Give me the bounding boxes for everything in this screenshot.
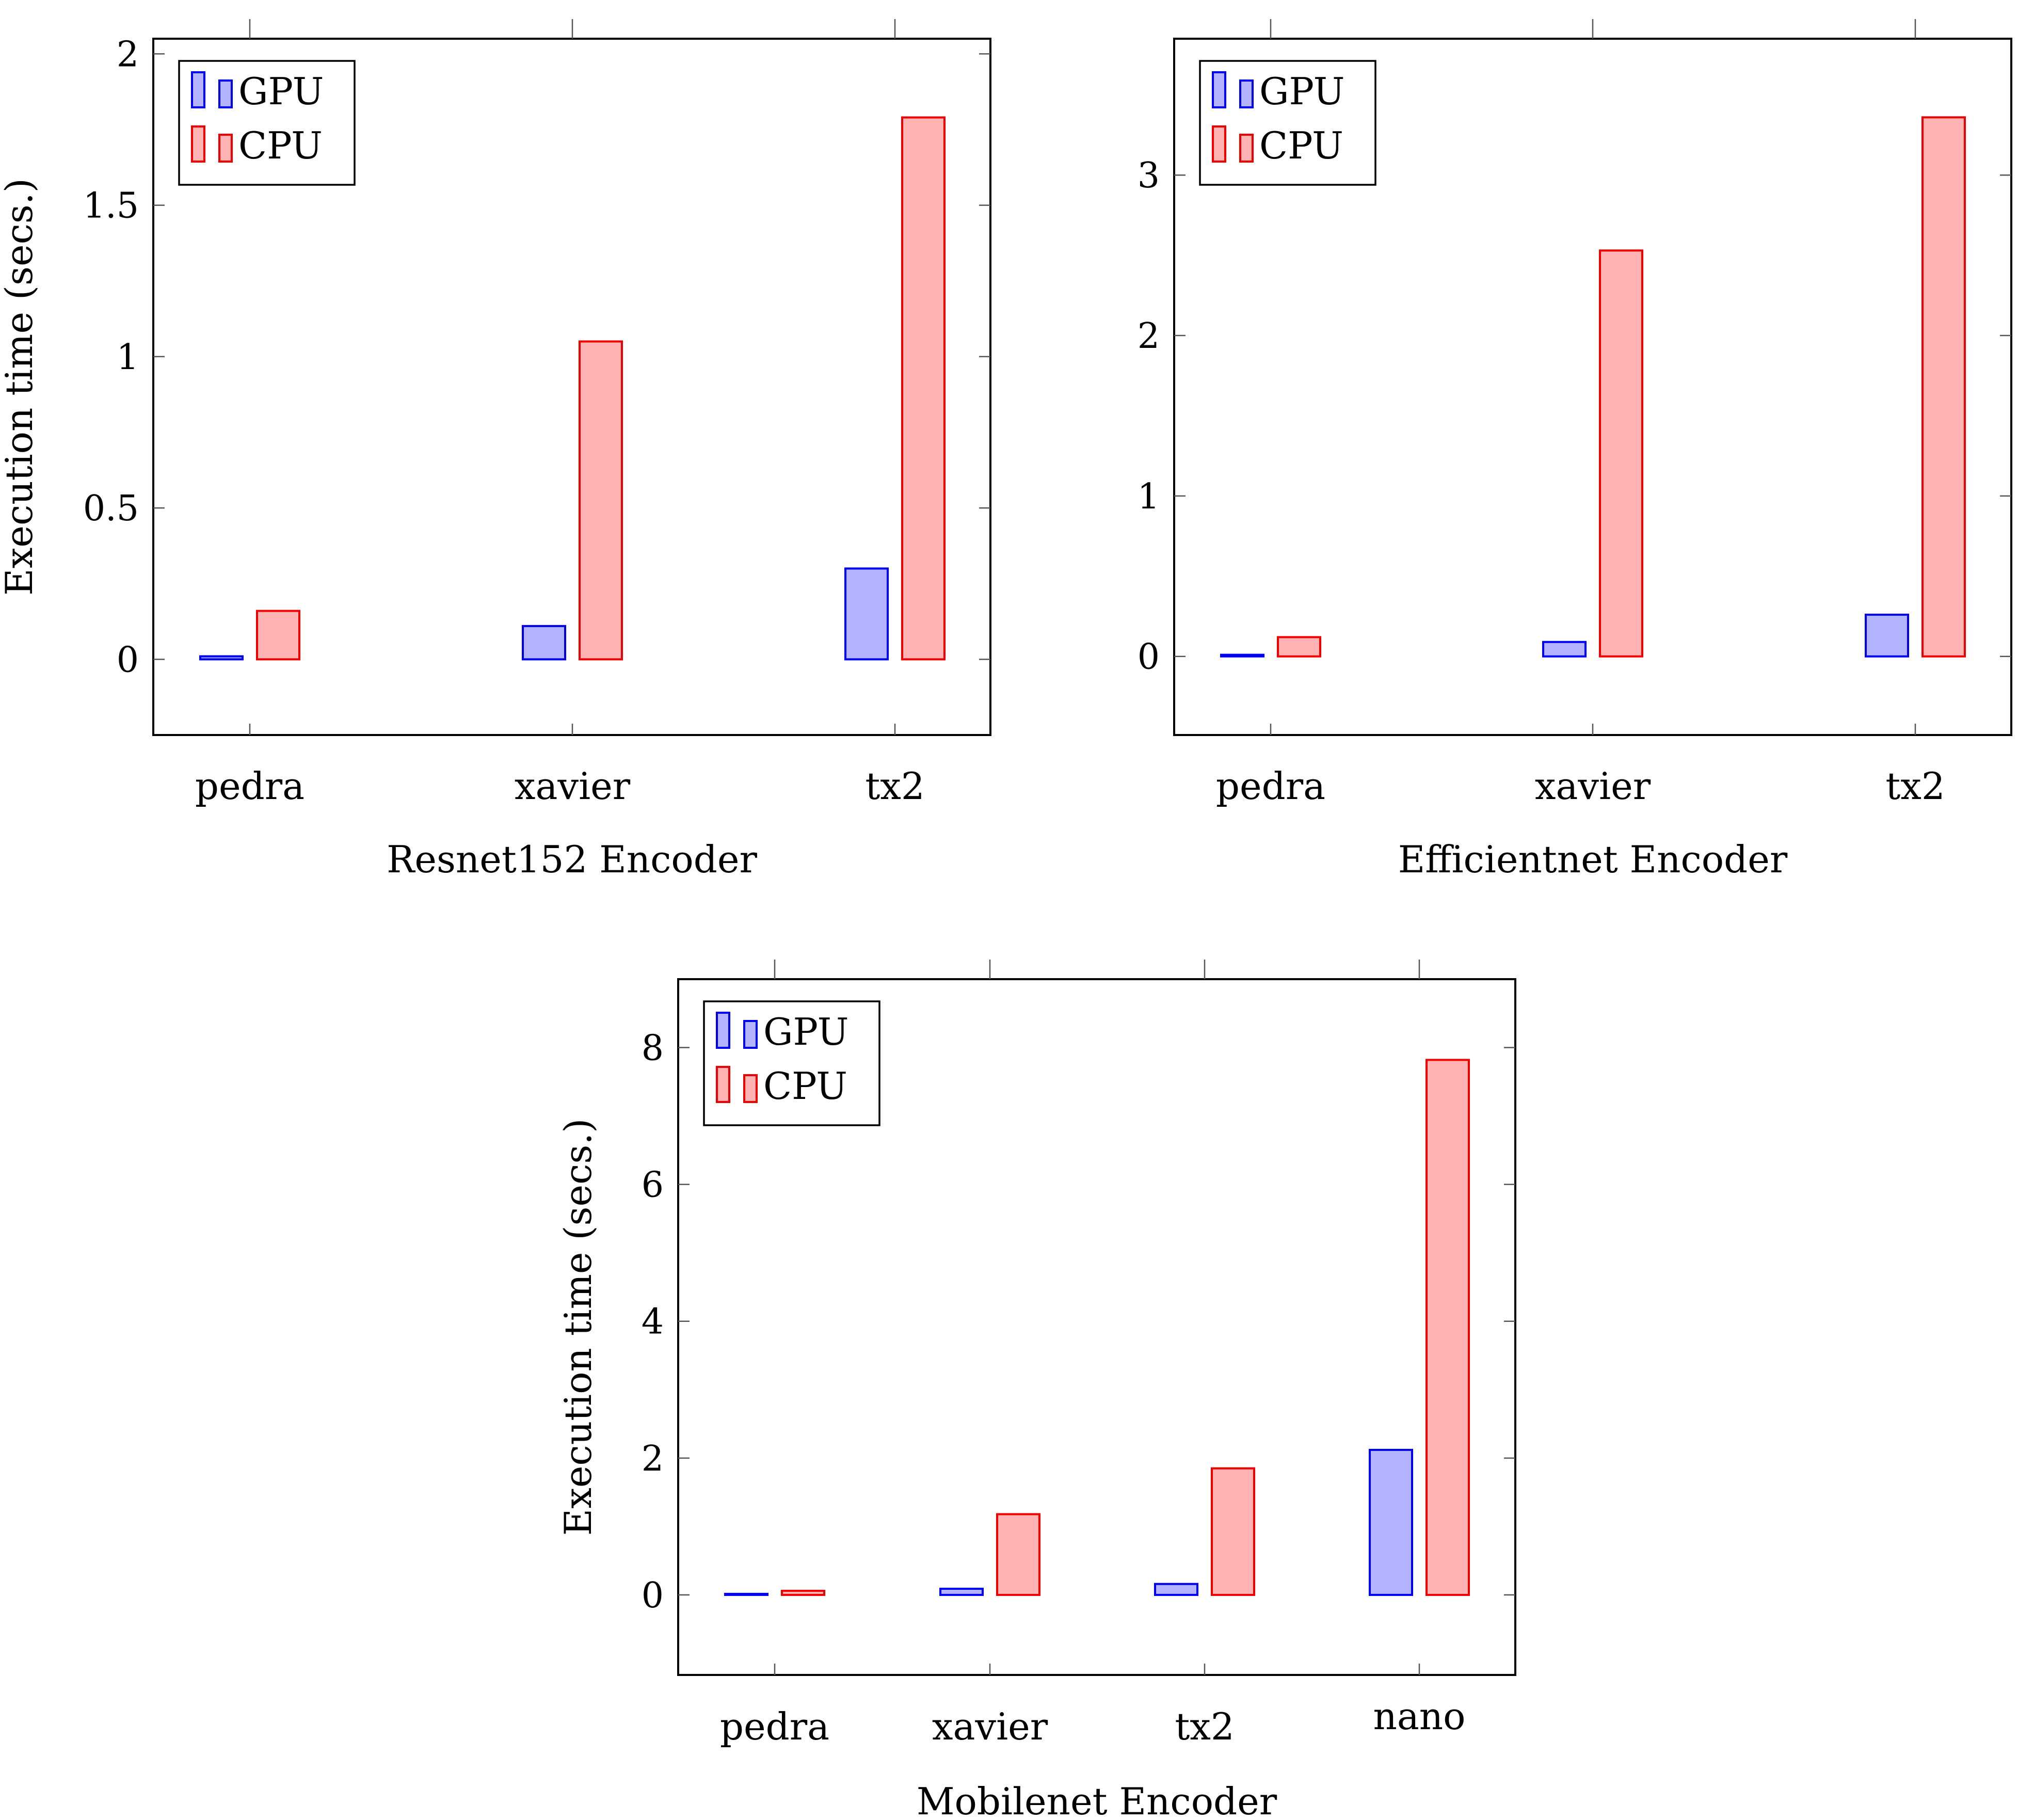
bar-cpu-xavier xyxy=(579,340,623,661)
bar-cpu-pedra xyxy=(1277,636,1321,658)
bar-cpu-tx2 xyxy=(1211,1467,1255,1596)
x-tick-label-xavier: xavier xyxy=(932,1705,1048,1748)
bar-cpu-nano xyxy=(1426,1059,1470,1596)
y-tick-label: 0 xyxy=(117,640,139,680)
legend-swatch-gpu xyxy=(1239,79,1254,108)
bar-cpu-tx2 xyxy=(1921,116,1966,658)
y-tick-label: 1 xyxy=(1138,476,1160,517)
legend: GPU CPU xyxy=(1199,60,1376,186)
bar-gpu-pedra xyxy=(724,1592,768,1596)
bar-cpu-xavier xyxy=(996,1513,1040,1596)
legend-frame xyxy=(703,1000,880,1126)
bar-gpu-tx2 xyxy=(1154,1583,1198,1596)
legend-swatch-cpu xyxy=(191,125,205,163)
y-tick-label: 3 xyxy=(1138,155,1160,196)
legend-swatch-cpu xyxy=(218,134,233,163)
x-tick-label-tx2: tx2 xyxy=(865,764,924,808)
legend-swatch-cpu xyxy=(743,1074,758,1103)
legend-swatch-gpu xyxy=(191,71,205,108)
legend-swatch-cpu xyxy=(1212,125,1226,163)
x-tick-label-nano: nano xyxy=(1373,1695,1465,1738)
x-tick-label-pedra: pedra xyxy=(195,764,305,808)
legend-swatch-gpu xyxy=(743,1020,758,1049)
x-tick-label-tx2: tx2 xyxy=(1175,1705,1234,1748)
plot-frame xyxy=(677,978,1516,1676)
x-tick-label-xavier: xavier xyxy=(1535,764,1651,808)
x-tick-label-xavier: xavier xyxy=(515,764,631,808)
bar-gpu-xavier xyxy=(522,625,566,661)
bar-gpu-tx2 xyxy=(1865,613,1909,658)
y-axis-title: Execution time (secs.) xyxy=(556,1119,600,1536)
y-tick-label: 4 xyxy=(642,1302,664,1343)
bar-cpu-tx2 xyxy=(901,116,946,661)
chart-efficientnet: 0 1 2 3 pedra xavier tx2 Efficientnet Encoder GP… xyxy=(1138,19,2012,881)
x-tick-label-pedra: pedra xyxy=(1216,764,1325,808)
x-axis-title: Resnet152 Encoder xyxy=(387,838,757,881)
y-tick-label: 0 xyxy=(642,1575,664,1616)
bar-cpu-xavier xyxy=(1599,249,1643,658)
legend-label-cpu: CPU xyxy=(1259,124,1343,167)
legend-label-cpu: CPU xyxy=(238,124,323,167)
bar-gpu-pedra xyxy=(1220,653,1264,658)
legend-swatch-gpu xyxy=(218,79,233,108)
bar-cpu-pedra xyxy=(256,610,300,661)
y-axis-title: Execution time (secs.) xyxy=(0,178,41,596)
legend: GPU CPU xyxy=(178,60,356,186)
y-tick-label: 0.5 xyxy=(83,488,139,529)
y-tick-label: 8 xyxy=(642,1028,664,1069)
legend-frame xyxy=(178,60,356,186)
y-tick-label: 2 xyxy=(117,34,139,75)
bar-gpu-xavier xyxy=(939,1587,984,1596)
chart-resnet152: 0 0.5 1 1.5 2 pedra xavier tx2 Resnet152 Encoder… xyxy=(0,19,991,881)
legend-swatch-cpu xyxy=(1239,134,1254,163)
legend-swatch-cpu xyxy=(716,1066,730,1103)
y-tick-label: 6 xyxy=(642,1165,664,1206)
x-tick-label-pedra: pedra xyxy=(720,1705,829,1748)
y-tick-label: 2 xyxy=(642,1439,664,1479)
bar-gpu-pedra xyxy=(199,655,244,661)
legend-label-gpu: GPU xyxy=(1259,70,1344,113)
y-tick-label: 2 xyxy=(1138,316,1160,357)
legend-frame xyxy=(1199,60,1376,186)
bar-gpu-xavier xyxy=(1542,641,1587,658)
legend: GPU CPU xyxy=(703,1000,880,1126)
x-tick-label-tx2: tx2 xyxy=(1885,764,1945,808)
x-axis-title: Mobilenet Encoder xyxy=(917,1780,1277,1820)
y-tick-label: 0 xyxy=(1138,637,1160,678)
legend-swatch-gpu xyxy=(1212,71,1226,108)
y-tick-label: 1.5 xyxy=(83,186,139,227)
x-axis-title: Efficientnet Encoder xyxy=(1398,838,1788,881)
y-tick-label: 1 xyxy=(117,337,139,378)
legend-label-gpu: GPU xyxy=(763,1010,848,1053)
legend-swatch-gpu xyxy=(716,1012,730,1049)
bar-gpu-nano xyxy=(1369,1448,1413,1596)
legend-label-gpu: GPU xyxy=(238,70,324,113)
bar-gpu-tx2 xyxy=(844,567,889,661)
legend-label-cpu: CPU xyxy=(763,1064,847,1108)
bar-cpu-pedra xyxy=(781,1589,825,1596)
chart-mobilenet: 0 2 4 6 8 pedra xavier tx2 nano Mobilenet Encoder… xyxy=(556,960,1516,1820)
